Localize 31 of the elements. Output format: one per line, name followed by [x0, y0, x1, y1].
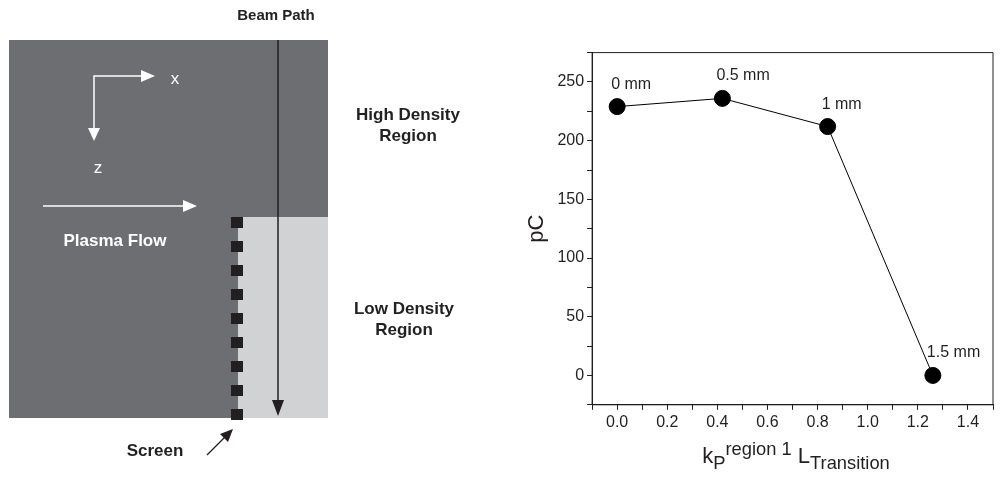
text: z [92, 157, 104, 178]
text: Plasma Flow [62, 230, 168, 251]
annotation: 0 mm [611, 74, 652, 92]
text: Screen [125, 440, 185, 461]
text: Low Density Region [352, 298, 456, 340]
annotation: 1 mm [821, 94, 862, 112]
text: High Density Region [355, 104, 461, 146]
x-tick-label: 1.2 [906, 412, 930, 430]
x-tick-label: 1.4 [956, 412, 980, 430]
y-tick-label: 0 [575, 365, 585, 383]
text: Beam Path [236, 5, 316, 25]
x-tick-label: 1.0 [856, 412, 879, 430]
annotation: 1.5 mm [926, 343, 981, 361]
x-tick-label: 0.6 [756, 412, 779, 430]
x-tick-label: 0.2 [656, 412, 679, 430]
y-tick-label: 50 [566, 307, 585, 325]
point [713, 89, 731, 107]
text: x [169, 68, 181, 89]
y-axis-title: pC [523, 214, 549, 243]
y-tick-label: 200 [557, 131, 585, 149]
point [924, 366, 942, 384]
y-tick-label: 250 [557, 72, 585, 90]
x-tick-label: 0.8 [806, 412, 829, 430]
y-tick-label: 150 [557, 189, 585, 207]
y-tick-label: 100 [557, 248, 585, 266]
point [819, 118, 837, 136]
annotation: 0.5 mm [716, 66, 770, 84]
point [608, 98, 626, 116]
x-tick-label: 0.4 [706, 412, 729, 430]
x-tick-label: 0.0 [606, 412, 629, 430]
x-axis-title: k$_{P}$$^{region 1}$ L$_{Transition}$ [701, 438, 891, 474]
